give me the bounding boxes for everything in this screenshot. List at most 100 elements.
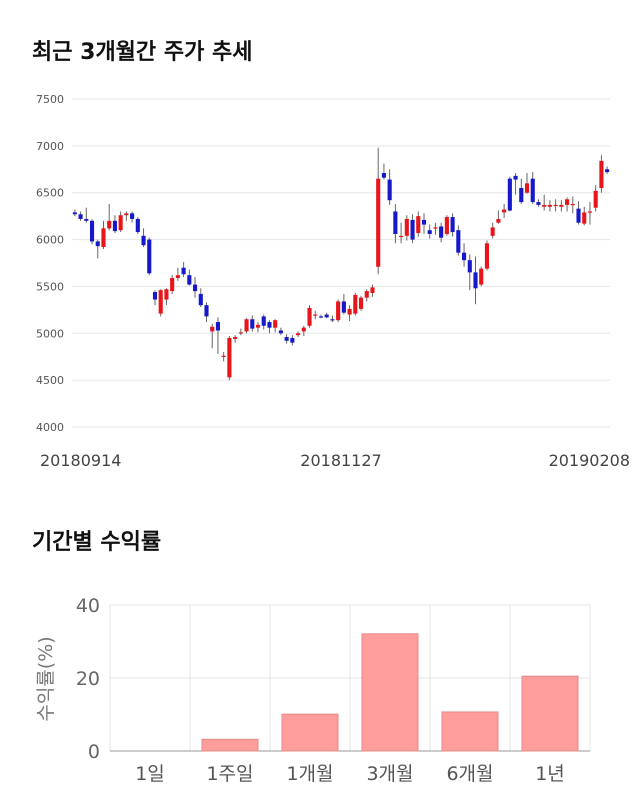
candle: [72, 209, 77, 217]
candle: [192, 277, 198, 298]
candle: [536, 199, 541, 207]
candle: [210, 323, 215, 349]
candle-body: [273, 320, 278, 328]
candle-body: [158, 290, 163, 314]
candle: [324, 312, 329, 319]
candle-body: [593, 190, 598, 208]
candle-body: [599, 160, 604, 189]
candle-body: [559, 204, 564, 207]
candle: [530, 172, 535, 204]
candle-body: [410, 219, 415, 240]
candle-body: [192, 284, 198, 292]
candle-body: [147, 239, 152, 274]
candle-body: [496, 218, 501, 223]
candle: [399, 222, 404, 244]
candle-x-label: 20190208: [549, 451, 630, 470]
candle-body: [587, 211, 593, 213]
candle-body: [416, 216, 421, 234]
candle-body: [244, 319, 249, 332]
candlestick-chart: 7500 7000 6500 6000 5500 5000 4500 4000 …: [36, 93, 630, 470]
candle-body: [421, 219, 427, 225]
candle: [553, 199, 558, 212]
candle-y-tick: 6500: [36, 187, 64, 200]
candle: [370, 284, 375, 297]
candle: [565, 197, 570, 212]
candle: [101, 220, 106, 249]
candle: [496, 210, 501, 224]
candle: [473, 256, 478, 305]
candle: [78, 211, 83, 221]
candle-body: [576, 208, 581, 223]
candle: [278, 327, 283, 336]
candle: [181, 262, 186, 278]
return-bar-chart: 40 20 0 1일 1주일 1개월 3개월 6개월 1년 수익률(%): [35, 595, 591, 785]
candle-body: [330, 319, 335, 321]
candle: [255, 322, 261, 333]
candle-body: [290, 337, 295, 343]
candle-body: [324, 314, 329, 318]
candle-body: [227, 337, 232, 378]
candle: [318, 314, 324, 319]
bar-x-tick: 3개월: [366, 763, 413, 785]
candle: [559, 200, 564, 212]
candle: [479, 266, 484, 287]
candle-body: [130, 213, 135, 219]
candle: [605, 166, 610, 174]
candle-body: [404, 218, 409, 236]
return-bar: [281, 713, 339, 752]
candle-body: [341, 301, 346, 313]
candle-body: [84, 218, 89, 221]
candle-x-labels: 20180914 20181127 20190208: [40, 451, 630, 470]
candle: [599, 155, 604, 193]
candle: [484, 240, 490, 271]
candle: [107, 203, 112, 231]
candle-body: [444, 217, 449, 234]
candle-body: [461, 252, 467, 261]
candle-y-tick: 4500: [36, 374, 64, 387]
candle: [267, 320, 272, 334]
candle-y-tick: 7000: [36, 140, 64, 153]
candle: [187, 269, 192, 286]
candle-body: [433, 227, 438, 229]
candle: [95, 239, 100, 259]
candle: [89, 218, 95, 245]
candle: [244, 318, 249, 334]
candle-body: [101, 228, 106, 248]
stock-trend-title: 최근 3개월간 주가 추세: [32, 40, 253, 65]
candle: [147, 237, 152, 276]
return-bar: [441, 711, 499, 752]
candle-body: [72, 212, 77, 215]
candle: [587, 202, 593, 225]
candle-body: [605, 169, 610, 173]
candle-body: [284, 337, 289, 341]
candle-body: [215, 322, 221, 331]
bar-y-tick: 20: [76, 668, 100, 690]
candle-x-label: 20181127: [300, 451, 381, 470]
candle: [221, 352, 226, 362]
candle: [358, 295, 364, 311]
candle-body: [479, 268, 484, 285]
candle: [513, 173, 518, 195]
candle-body: [570, 203, 575, 206]
candle-y-tick: 6000: [36, 234, 64, 247]
candle-body: [135, 218, 140, 233]
candle-body: [152, 292, 158, 300]
candle-body: [307, 307, 312, 326]
candle: [404, 215, 409, 241]
candle: [381, 163, 386, 180]
candle-body: [364, 291, 369, 298]
bar-x-tick: 1년: [535, 763, 565, 785]
candle: [364, 289, 369, 302]
candle-y-tick: 5500: [36, 280, 64, 293]
candle-body: [210, 326, 215, 332]
candle-body: [456, 230, 461, 253]
return-bar: [201, 738, 259, 752]
candle: [290, 335, 295, 346]
candle: [152, 290, 158, 306]
bar-y-ticks: 40 20 0: [76, 595, 100, 763]
candle-y-tick: 4000: [36, 421, 64, 434]
bars: [201, 633, 579, 752]
candle: [387, 169, 392, 205]
candle-y-tick: 7500: [36, 93, 64, 106]
candle: [444, 215, 449, 236]
